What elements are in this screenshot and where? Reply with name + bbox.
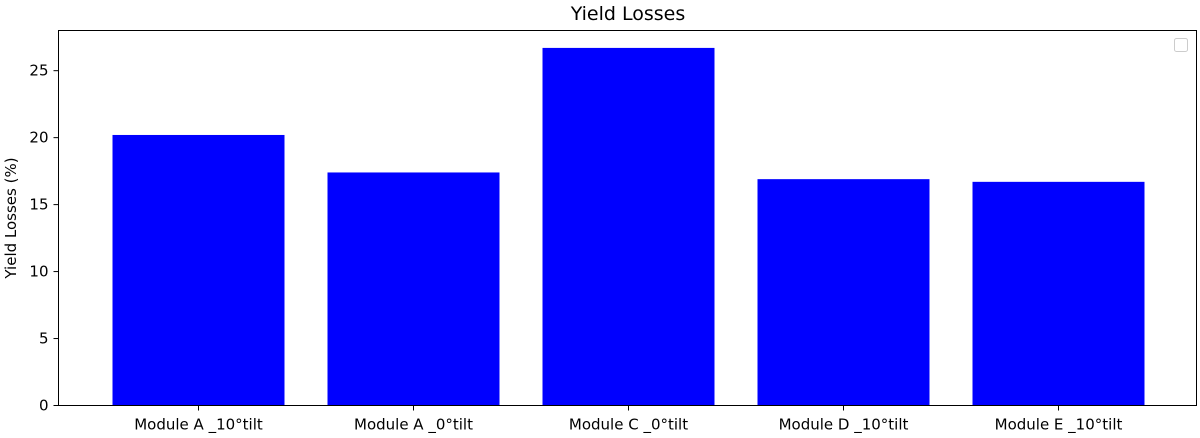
y-tick-label: 0 — [39, 397, 49, 415]
x-tick-label: Module C _0°tilt — [569, 416, 688, 435]
bar-4 — [757, 179, 930, 406]
y-tick-label: 25 — [29, 62, 48, 80]
x-tick-label: Module A _10°tilt — [134, 416, 263, 435]
y-axis-label: Yield Losses (%) — [2, 157, 20, 279]
legend-box — [1174, 38, 1188, 52]
bar-5 — [972, 181, 1145, 406]
bar-1 — [112, 134, 285, 406]
y-tick-label: 20 — [29, 129, 48, 147]
x-tick-label: Module E _10°tilt — [995, 416, 1123, 435]
y-tick-label: 10 — [29, 263, 48, 281]
bar-2 — [327, 172, 500, 406]
x-tick-label: Module A _0°tilt — [354, 416, 473, 435]
x-axis-ticks: Module A _10°tilt Module A _0°tilt Module … — [134, 405, 1123, 435]
y-tick-label: 5 — [39, 330, 49, 348]
plot-frame — [58, 30, 1197, 406]
y-tick-label: 15 — [29, 196, 48, 214]
bar-3 — [542, 47, 715, 406]
y-axis-ticks: 0 5 10 15 20 25 — [29, 62, 59, 415]
x-tick-label: Module D _10°tilt — [779, 416, 909, 435]
bars-layer — [112, 47, 1145, 406]
chart-title: Yield Losses — [570, 3, 686, 25]
